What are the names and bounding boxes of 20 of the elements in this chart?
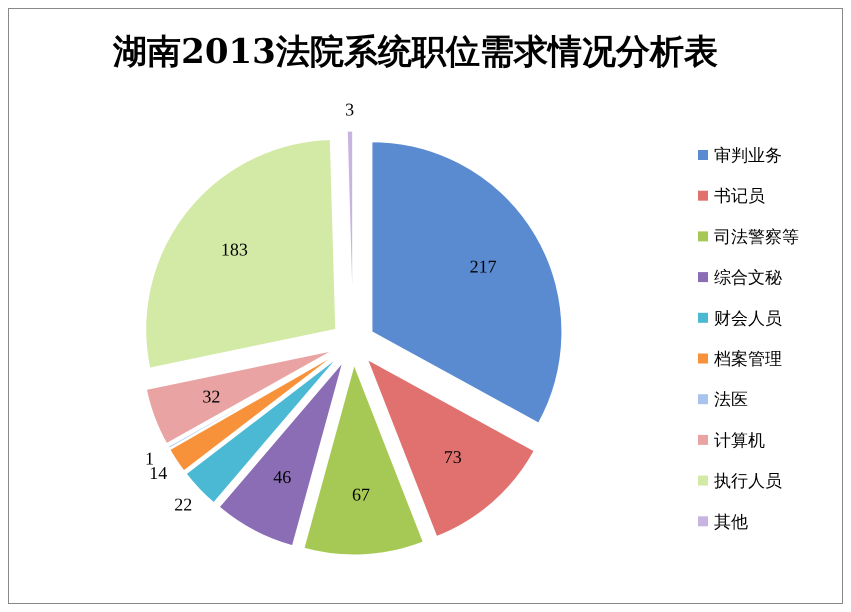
data-label: 183 [220,240,248,260]
legend-label: 档案管理 [713,349,782,370]
legend-label: 其他 [714,512,748,532]
legend-label: 司法警察等 [714,227,799,248]
legend-label: 综合文秘 [714,268,782,288]
chart-title: 湖南2013法院系统职位需求情况分析表 [112,32,718,72]
data-label: 3 [345,99,354,120]
legend-label: 财会人员 [714,308,782,329]
data-label: 22 [174,494,192,514]
legend-label: 执行人员 [714,472,782,492]
data-label: 67 [352,484,370,504]
legend-label: 法医 [714,390,748,410]
data-label: 1 [144,448,154,469]
legend-label: 计算机 [714,430,765,451]
data-label: 73 [444,446,462,467]
data-label: 217 [470,256,497,276]
legend-label: 审判业务 [714,146,782,166]
data-label: 32 [202,386,220,406]
legend-label: 书记员 [714,186,765,207]
data-label: 46 [273,466,292,487]
